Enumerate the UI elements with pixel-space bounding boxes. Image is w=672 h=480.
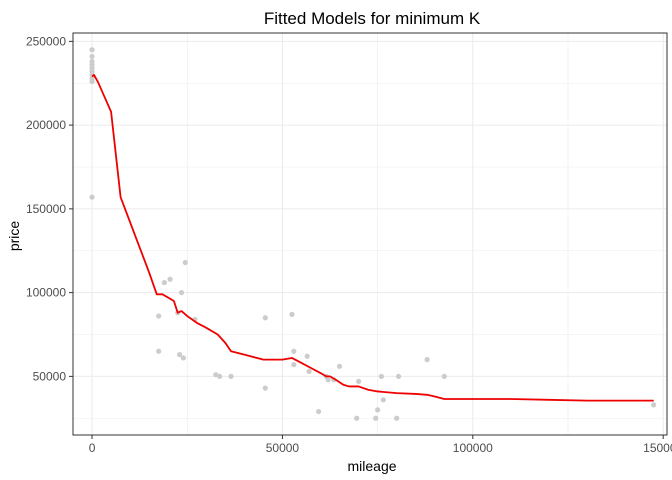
data-point <box>262 315 268 321</box>
data-point <box>306 368 312 374</box>
data-point <box>395 373 402 379</box>
x-tick-label: 0 <box>89 441 96 455</box>
axis-ticks: 0 50000 100000 150000 50000 100000 150000 20000… <box>26 34 672 455</box>
y-tick-label: 200000 <box>26 118 66 132</box>
y-axis-title: price <box>6 221 22 252</box>
panel-border <box>72 32 668 436</box>
data-point <box>180 355 187 361</box>
data-point <box>89 78 95 85</box>
data-point <box>424 357 430 363</box>
y-tick-label: 100000 <box>26 286 66 300</box>
data-point <box>304 353 310 359</box>
x-axis-title: mileage <box>347 458 396 474</box>
data-point <box>291 348 297 354</box>
data-point <box>380 397 386 403</box>
data-point <box>378 373 385 379</box>
data-point <box>354 415 360 421</box>
data-point <box>161 279 167 286</box>
data-point <box>89 53 95 60</box>
data-point <box>89 194 95 200</box>
data-point <box>156 313 162 319</box>
y-tick-label: 50000 <box>33 369 67 383</box>
chart-title: Fitted Models for minimum K <box>264 9 481 28</box>
x-tick-label: 50000 <box>266 441 300 455</box>
data-point <box>291 362 297 368</box>
data-point <box>156 348 162 354</box>
data-point <box>336 363 343 369</box>
data-point <box>394 415 400 421</box>
y-tick-label: 250000 <box>26 34 66 48</box>
data-point <box>228 373 234 379</box>
data-point <box>177 352 183 358</box>
data-point <box>182 259 188 266</box>
data-point <box>375 407 381 413</box>
data-point <box>89 47 95 53</box>
data-point <box>178 290 185 296</box>
grid-lines <box>73 33 667 435</box>
data-point <box>373 415 379 421</box>
fit-line <box>91 73 654 402</box>
data-points <box>89 47 657 421</box>
data-point <box>441 373 447 379</box>
data-point <box>315 408 322 415</box>
data-point <box>325 377 331 383</box>
fit-line-layer <box>91 73 654 402</box>
x-tick-label: 100000 <box>453 441 493 455</box>
data-point <box>289 311 295 317</box>
x-tick-label: 150000 <box>643 441 672 455</box>
data-point <box>651 402 657 408</box>
data-point <box>262 385 268 391</box>
data-point <box>167 276 173 282</box>
data-point <box>216 373 223 379</box>
y-tick-label: 150000 <box>26 202 66 216</box>
data-point <box>355 378 362 384</box>
